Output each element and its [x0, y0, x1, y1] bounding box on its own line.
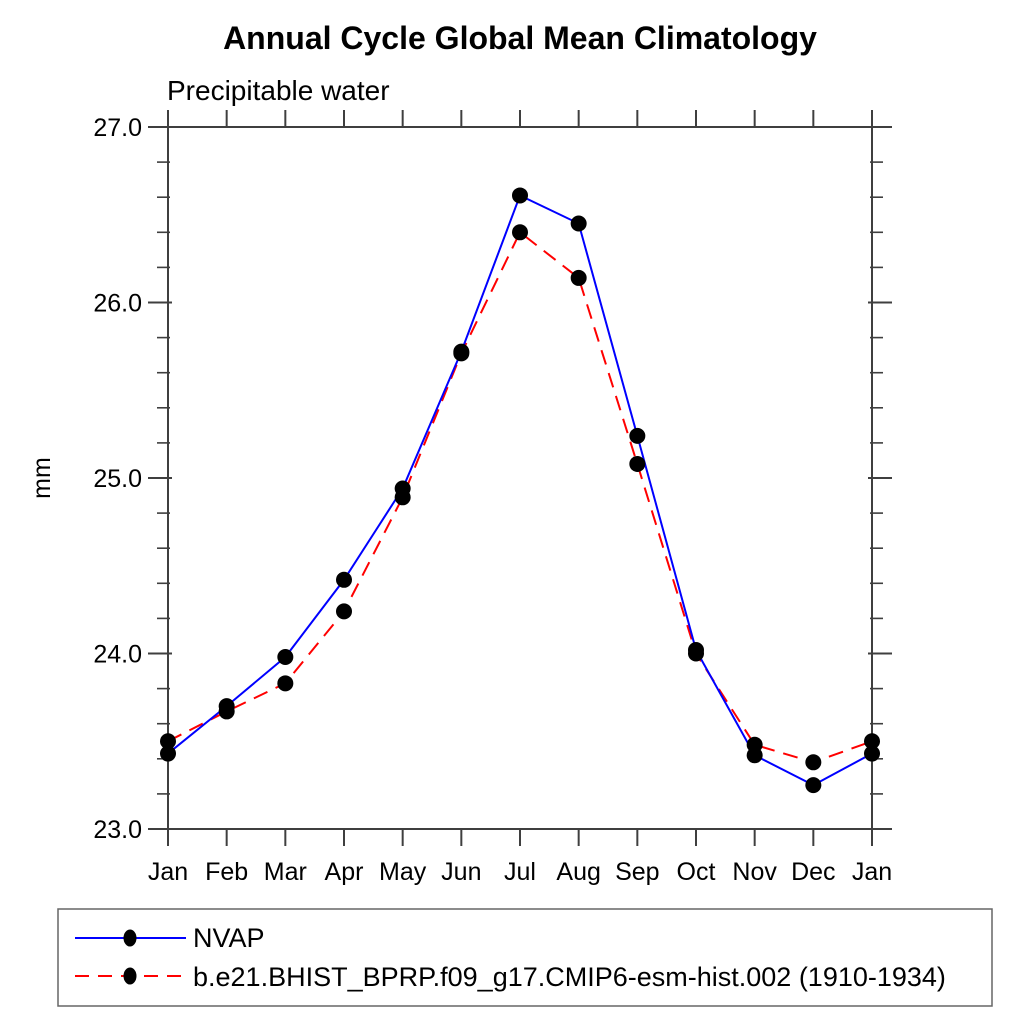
x-tick-label: Sep: [615, 858, 659, 886]
y-tick-label: 25.0: [93, 465, 142, 493]
x-tick-label: May: [379, 858, 427, 886]
x-tick-label: Oct: [677, 858, 716, 886]
data-point: [160, 745, 176, 762]
legend-marker-sample: [123, 929, 137, 947]
data-point: [629, 455, 646, 472]
x-tick-label: Nov: [732, 858, 777, 886]
data-point: [629, 427, 646, 444]
chart-subtitle: Precipitable water: [167, 75, 390, 106]
x-tick-label: Jan: [852, 858, 892, 886]
data-point: [864, 733, 880, 750]
y-tick-label: 23.0: [93, 816, 142, 844]
legend-label-model: b.e21.BHIST_BPRP.f09_g17.CMIP6-esm-hist.…: [193, 962, 946, 992]
x-tick-label: Feb: [205, 858, 248, 886]
data-point: [805, 754, 822, 771]
data-point: [394, 489, 411, 506]
chart-title: Annual Cycle Global Mean Climatology: [223, 20, 817, 56]
y-tick-label: 26.0: [93, 290, 142, 318]
data-point: [277, 649, 294, 666]
y-tick-label: 27.0: [93, 114, 142, 142]
series-line-model: [167, 230, 873, 764]
data-point: [570, 269, 587, 286]
data-point: [218, 703, 235, 720]
x-tick-label: Aug: [556, 858, 600, 886]
data-point: [160, 733, 176, 750]
data-point: [688, 645, 704, 662]
data-point: [336, 603, 352, 620]
x-tick-label: Mar: [264, 858, 307, 886]
x-tick-label: Apr: [325, 858, 364, 886]
series-group: [160, 187, 880, 794]
x-tick-label: Jan: [148, 858, 188, 886]
data-point: [277, 675, 294, 692]
data-point: [336, 571, 352, 588]
y-axis-label: mm: [28, 457, 56, 499]
legend-box: [57, 908, 993, 1007]
legend-marker-sample: [123, 967, 137, 985]
x-tick-label: Dec: [791, 858, 835, 886]
legend-label-nvap: NVAP: [193, 923, 265, 953]
legend: NVAP b.e21.BHIST_BPRP.f09_g17.CMIP6-esm-…: [57, 908, 993, 1007]
legend-samples: [75, 929, 186, 985]
x-tick-label: Jul: [504, 858, 536, 886]
data-point: [512, 187, 528, 204]
data-point: [746, 736, 763, 753]
data-point: [512, 224, 528, 241]
axes-group: 23.0 24.0 25.0 26.0 27.0 Jan Feb Mar Apr May Jun Ju…: [93, 110, 892, 886]
series-line-nvap: [167, 194, 873, 787]
data-point: [453, 345, 470, 362]
data-point: [864, 745, 880, 762]
data-point: [570, 215, 587, 232]
y-tick-label: 24.0: [93, 641, 142, 669]
data-point: [805, 777, 822, 794]
x-tick-label: Jun: [441, 858, 481, 886]
